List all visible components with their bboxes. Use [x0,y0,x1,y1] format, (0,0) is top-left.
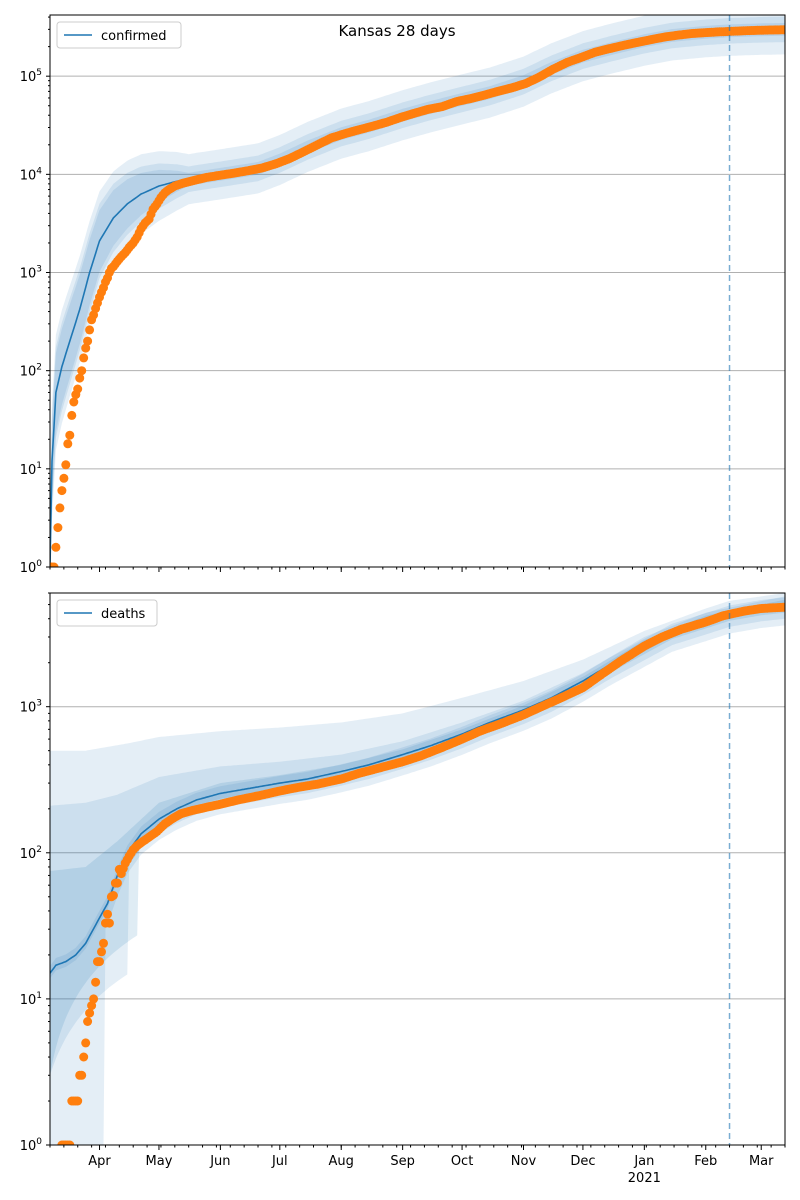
legend: confirmed [56,21,182,49]
chart-title: Kansas 28 days [338,22,455,40]
y-tick-label: 102 [20,363,42,380]
observed-point [79,1052,89,1062]
observed-point [95,957,104,967]
observed-point [73,1096,83,1106]
observed-point [112,878,122,888]
observed-point [81,343,91,353]
x-tick-label: Jun [209,1154,230,1169]
observed-point [104,918,114,928]
observed-point [85,325,95,335]
x-tick-label: Dec [570,1154,595,1169]
observed-point [77,1070,87,1080]
x-tick-label: Oct [451,1154,473,1169]
observed-point [99,938,108,948]
legend-label: deaths [101,607,146,622]
observed-point [51,542,61,552]
legend-label: confirmed [101,29,167,44]
x-tick-label: Jan [633,1154,654,1169]
observed-point [103,909,112,919]
x-tick-label: May [146,1154,173,1169]
x-tick-label: Feb [694,1154,717,1169]
x-tick-label: Jul [271,1154,288,1169]
observed-point [65,430,75,440]
panel-deaths: 100 101 102 103 Apr May Jun Jul Aug Sep Oct Nov Dec J… [20,592,786,1186]
y-tick-label: 100 [20,1137,43,1154]
observed-point [83,1017,93,1026]
observed-point [65,1140,75,1145]
x-tick-label: Nov [511,1154,537,1169]
observed-point [780,25,785,35]
x-tick-label: Mar [749,1154,774,1169]
y-tick-label: 103 [20,699,42,716]
uncertainty-band [50,593,785,1145]
y-tick-label: 102 [20,845,42,862]
axes-frame [49,592,786,1146]
observed-point [91,977,101,987]
legend-box [56,599,158,627]
observed-point [77,366,87,376]
observed-point [55,503,65,513]
y-tick-label: 100 [20,559,43,576]
y-tick-label: 103 [20,265,42,282]
x-tick-label: Apr [88,1154,111,1169]
observed-point [85,1008,95,1018]
uncertainty-band [50,15,785,567]
observed-point [73,384,83,394]
axes-frame [49,14,786,568]
observed-point [63,439,73,449]
y-tick-label: 101 [20,461,42,478]
observed-point [57,486,67,496]
uncertainty-band [50,16,785,567]
plot-area [50,15,785,567]
y-tick-label: 101 [20,991,42,1008]
observed-point [59,473,69,483]
observed-point [69,397,79,407]
legend-box [56,21,182,49]
observed-point [53,523,63,533]
observed-point [81,1038,91,1048]
observed-point [75,373,85,383]
observed-point [89,994,99,1004]
plot-area [50,593,785,1145]
panel-confirmed: 100 101 102 103 104 105 confirmed [20,14,786,576]
legend: deaths [56,599,158,627]
x-tick-label: Sep [390,1154,415,1169]
observed-point [83,336,93,346]
observed-point [108,891,118,900]
x-tick-label: Aug [329,1154,354,1169]
observed-point [50,562,59,567]
observed-point [780,602,785,612]
observed-point [79,353,89,363]
observed-point [67,410,77,420]
observed-point [97,947,106,957]
x-year-label: 2021 [628,1171,661,1186]
observed-point [61,460,71,470]
y-tick-label: 105 [20,68,42,85]
y-tick-label: 104 [20,166,43,183]
